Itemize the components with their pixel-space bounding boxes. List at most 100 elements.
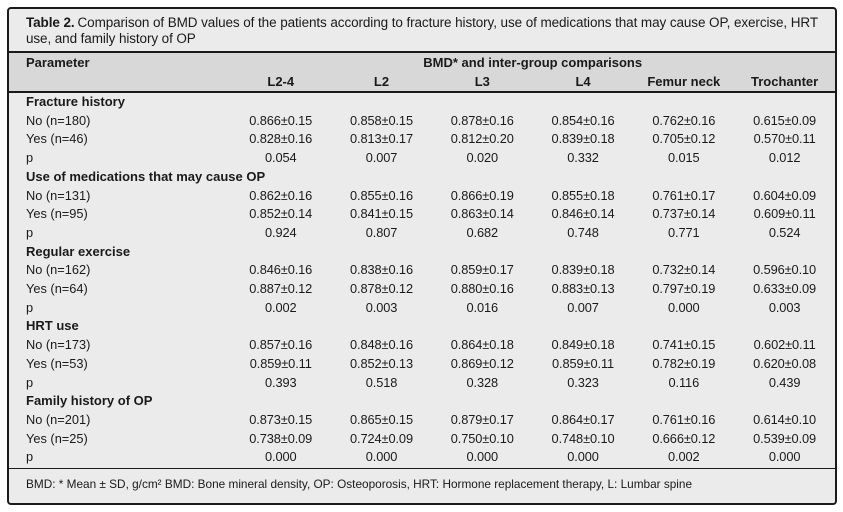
table-row: No (n=201) 0.873±0.15 0.865±0.15 0.879±0.17… bbox=[9, 411, 835, 430]
row-label: Yes (n=64) bbox=[26, 281, 88, 297]
cell-value: 0.852±0.14 bbox=[249, 206, 313, 222]
cell-value: 0.666±0.12 bbox=[652, 430, 716, 446]
cell-value: 0.855±0.18 bbox=[551, 187, 615, 203]
table-body: Fracture history No (n=180) 0.866±0.15 0.85… bbox=[9, 92, 835, 467]
cell-value: 0.924 bbox=[264, 224, 297, 240]
row-label: p bbox=[26, 449, 34, 465]
cell-value: 0.020 bbox=[466, 150, 499, 166]
table-footnote: BMD: * Mean ± SD, g/cm² BMD: Bone minera… bbox=[9, 468, 835, 503]
cell-value: 0.682 bbox=[466, 224, 499, 240]
cell-value: 0.859±0.17 bbox=[450, 262, 514, 278]
cell-value: 0.855±0.16 bbox=[350, 187, 413, 203]
table-title: Table 2. Comparison of BMD values of the … bbox=[9, 9, 835, 51]
table-row: Yes (n=64) 0.887±0.12 0.878±0.12 0.880±0.16… bbox=[9, 280, 835, 299]
section-header-row: Family history of OP bbox=[9, 392, 835, 411]
cell-value: 0.737±0.14 bbox=[652, 206, 716, 222]
cell-value: 0.393 bbox=[264, 374, 297, 390]
cell-value: 0.807 bbox=[365, 224, 398, 240]
table-row: p 0.393 0.518 0.328 0.323 0.116 0.439 bbox=[9, 374, 835, 393]
cell-value: 0.054 bbox=[264, 150, 297, 166]
cell-value: 0.002 bbox=[264, 299, 297, 315]
table-row: p 0.054 0.007 0.020 0.332 0.015 0.012 bbox=[9, 149, 835, 168]
cell-value: 0.854±0.16 bbox=[551, 112, 615, 128]
row-label: Yes (n=46) bbox=[26, 131, 88, 147]
cell-value: 0.000 bbox=[668, 299, 700, 315]
row-label: Yes (n=95) bbox=[26, 206, 88, 222]
cell-value: 0.705±0.12 bbox=[652, 131, 716, 147]
row-label: p bbox=[26, 299, 34, 315]
cell-value: 0.863±0.14 bbox=[450, 206, 514, 222]
cell-value: 0.328 bbox=[466, 374, 499, 390]
cell-value: 0.116 bbox=[668, 374, 700, 390]
section-header: Regular exercise bbox=[26, 243, 131, 259]
table-row: No (n=173) 0.857±0.16 0.848±0.16 0.864±0.18… bbox=[9, 336, 835, 355]
col-header-femur-neck: Femur neck bbox=[633, 72, 735, 93]
section-header: HRT use bbox=[26, 318, 79, 334]
cell-value: 0.864±0.17 bbox=[551, 411, 615, 427]
cell-value: 0.016 bbox=[466, 299, 499, 315]
section-header: Use of medications that may cause OP bbox=[26, 168, 266, 184]
cell-value: 0.539±0.09 bbox=[753, 430, 817, 446]
cell-value: 0.609±0.11 bbox=[753, 206, 816, 222]
table-frame: Table 2. Comparison of BMD values of the … bbox=[7, 7, 837, 505]
row-label: No (n=180) bbox=[26, 112, 91, 128]
cell-value: 0.858±0.15 bbox=[350, 112, 413, 128]
cell-value: 0.866±0.15 bbox=[249, 112, 313, 128]
section-header: Family history of OP bbox=[26, 393, 153, 409]
col-header-l4: L4 bbox=[532, 72, 634, 93]
table-title-text: Comparison of BMD values of the patients… bbox=[26, 15, 818, 46]
cell-value: 0.857±0.16 bbox=[249, 337, 313, 353]
cell-value: 0.813±0.17 bbox=[350, 131, 413, 147]
cell-value: 0.620±0.08 bbox=[753, 355, 817, 371]
section-header-row: Regular exercise bbox=[9, 243, 835, 262]
cell-value: 0.880±0.16 bbox=[450, 281, 514, 297]
cell-value: 0.839±0.18 bbox=[551, 262, 615, 278]
cell-value: 0.828±0.16 bbox=[249, 131, 313, 147]
section-header-row: HRT use bbox=[9, 317, 835, 336]
cell-value: 0.878±0.16 bbox=[450, 112, 514, 128]
cell-value: 0.762±0.16 bbox=[652, 112, 716, 128]
cell-value: 0.003 bbox=[365, 299, 398, 315]
row-label: No (n=173) bbox=[26, 337, 91, 353]
col-header-trochanter: Trochanter bbox=[734, 72, 835, 93]
cell-value: 0.332 bbox=[567, 150, 599, 166]
cell-value: 0.849±0.18 bbox=[551, 337, 615, 353]
cell-value: 0.741±0.15 bbox=[652, 337, 716, 353]
cell-value: 0.323 bbox=[567, 374, 599, 390]
cell-value: 0.615±0.09 bbox=[753, 112, 817, 128]
cell-value: 0.748 bbox=[567, 224, 599, 240]
cell-value: 0.782±0.19 bbox=[652, 355, 716, 371]
cell-value: 0.738±0.09 bbox=[249, 430, 313, 446]
cell-value: 0.439 bbox=[768, 374, 801, 390]
col-group-header: BMD* and inter-group comparisons bbox=[230, 51, 835, 72]
row-label: No (n=131) bbox=[26, 187, 91, 203]
table-title-label: Table 2. bbox=[26, 15, 75, 30]
col-header-l3: L3 bbox=[431, 72, 533, 93]
cell-value: 0.841±0.15 bbox=[350, 206, 413, 222]
cell-value: 0.748±0.10 bbox=[551, 430, 615, 446]
cell-value: 0.866±0.19 bbox=[450, 187, 514, 203]
cell-value: 0.604±0.09 bbox=[753, 187, 817, 203]
cell-value: 0.003 bbox=[768, 299, 801, 315]
table-row: Yes (n=95) 0.852±0.14 0.841±0.15 0.863±0.14… bbox=[9, 205, 835, 224]
table-row: Yes (n=25) 0.738±0.09 0.724±0.09 0.750±0.10… bbox=[9, 430, 835, 449]
row-label: p bbox=[26, 224, 34, 240]
row-label: Yes (n=25) bbox=[26, 430, 88, 446]
row-label: No (n=201) bbox=[26, 411, 91, 427]
cell-value: 0.852±0.13 bbox=[350, 355, 413, 371]
cell-value: 0.732±0.14 bbox=[652, 262, 716, 278]
table-row: Yes (n=53) 0.859±0.11 0.852±0.13 0.869±0.12… bbox=[9, 355, 835, 374]
table-row: No (n=131) 0.862±0.16 0.855±0.16 0.866±0.19… bbox=[9, 187, 835, 206]
col-header-empty bbox=[9, 72, 231, 93]
cell-value: 0.602±0.11 bbox=[753, 337, 816, 353]
section-header: Fracture history bbox=[26, 94, 125, 109]
cell-value: 0.596±0.10 bbox=[753, 262, 817, 278]
col-header-l2: L2 bbox=[331, 72, 432, 93]
table-row: No (n=180) 0.866±0.15 0.858±0.15 0.878±0.16… bbox=[9, 112, 835, 131]
cell-value: 0.883±0.13 bbox=[551, 281, 615, 297]
cell-value: 0.887±0.12 bbox=[249, 281, 313, 297]
cell-value: 0.865±0.15 bbox=[350, 411, 413, 427]
cell-value: 0.633±0.09 bbox=[753, 281, 817, 297]
cell-value: 0.000 bbox=[768, 449, 801, 465]
